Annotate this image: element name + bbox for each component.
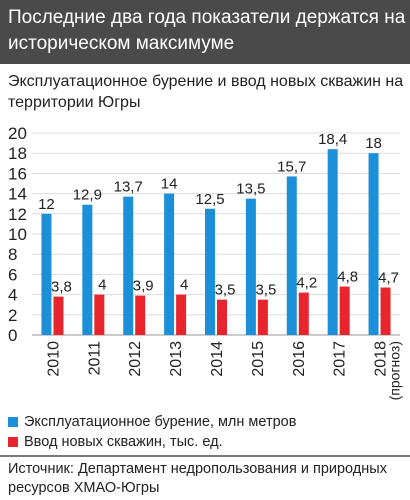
y-tick-label: 12 [8,205,27,224]
x-tick-label: 2012 [127,341,144,377]
data-label-new-wells: 4,8 [337,269,358,286]
x-tick-label: 2016 [291,341,308,377]
bar-drilling [164,193,175,335]
y-tick-label: 16 [8,164,27,183]
data-label-new-wells: 4,2 [296,275,317,292]
bar-new-wells [298,292,309,335]
data-label-new-wells: 3,5 [215,282,236,299]
y-tick-label: 4 [8,286,17,305]
data-label-new-wells: 3,9 [133,278,154,295]
data-label-drilling: 18 [365,135,382,152]
legend-swatch-drilling [8,417,18,427]
bar-new-wells [380,287,391,335]
data-label-drilling: 13,7 [114,179,143,196]
legend-swatch-wells [8,437,18,447]
bar-drilling [82,204,93,335]
data-label-new-wells: 4 [180,277,188,294]
chart-subtitle-line-2: территории Югры [8,94,141,111]
x-tick-label: 2017 [332,341,349,377]
y-tick-label: 2 [8,306,17,325]
x-tick-label: 2014 [209,341,226,377]
legend-item-drilling: Эксплуатационное бурение, млн метров [8,412,296,432]
data-label-drilling: 12 [38,196,55,213]
bar-drilling [368,153,379,335]
x-tick-label: 2011 [86,341,103,376]
bar-new-wells [257,299,268,335]
data-label-new-wells: 4 [98,277,106,294]
header-title-line-2: историческом максимуме [8,33,235,54]
x-tick-label: 2010 [45,341,62,377]
data-label-drilling: 13,5 [236,181,265,198]
bar-drilling [41,213,52,335]
legend-item-wells: Ввод новых скважин, тыс. ед. [8,432,223,452]
data-label-drilling: 15,7 [277,158,306,175]
y-tick-label: 14 [8,185,27,204]
bar-drilling [286,176,297,335]
divider-line [0,455,410,457]
data-label-new-wells: 3,5 [255,282,276,299]
bar-drilling [245,198,256,335]
source-line-1: Источник: Департамент недропользования и… [8,461,387,477]
bar-drilling [205,208,215,335]
data-label-drilling: 12,5 [195,191,224,208]
legend-label-drilling: Эксплуатационное бурение, млн метров [24,414,297,430]
data-label-new-wells: 4,7 [378,270,399,287]
y-tick-label: 6 [8,265,17,284]
data-label-new-wells: 3,8 [51,279,72,296]
y-tick-label: 10 [8,225,27,244]
bar-new-wells [176,294,187,335]
bar-new-wells [53,296,64,335]
source-line-2: ресурсов ХМАО-Югры [8,480,160,496]
header-banner: Последние два года показатели держатся н… [0,0,410,64]
bar-chart: 02468101214161820123,8201012,94201113,73… [8,124,403,400]
bar-drilling [327,149,338,335]
bar-drilling [123,196,134,335]
y-tick-label: 18 [8,144,27,163]
data-label-drilling: 14 [161,176,178,193]
legend-label-wells: Ввод новых скважин, тыс. ед. [24,434,223,450]
x-tick-label: 2018 [373,341,390,377]
y-tick-label: 0 [8,326,17,345]
header-title-line-1: Последние два года показатели держатся н… [8,7,406,28]
x-tick-label: 2013 [168,341,185,377]
bar-new-wells [217,299,227,335]
bar-new-wells [135,295,146,335]
y-tick-label: 20 [8,124,27,143]
bar-new-wells [339,286,350,335]
x-tick-label: 2015 [250,341,267,377]
chart-subtitle-line-1: Эксплуатационное бурение и ввод новых ск… [8,73,404,90]
data-label-drilling: 12,9 [73,187,102,204]
bar-new-wells [94,294,105,335]
data-label-drilling: 18,4 [318,131,347,148]
y-tick-label: 8 [8,245,17,264]
x-tick-note: (прогноз) [387,341,403,400]
